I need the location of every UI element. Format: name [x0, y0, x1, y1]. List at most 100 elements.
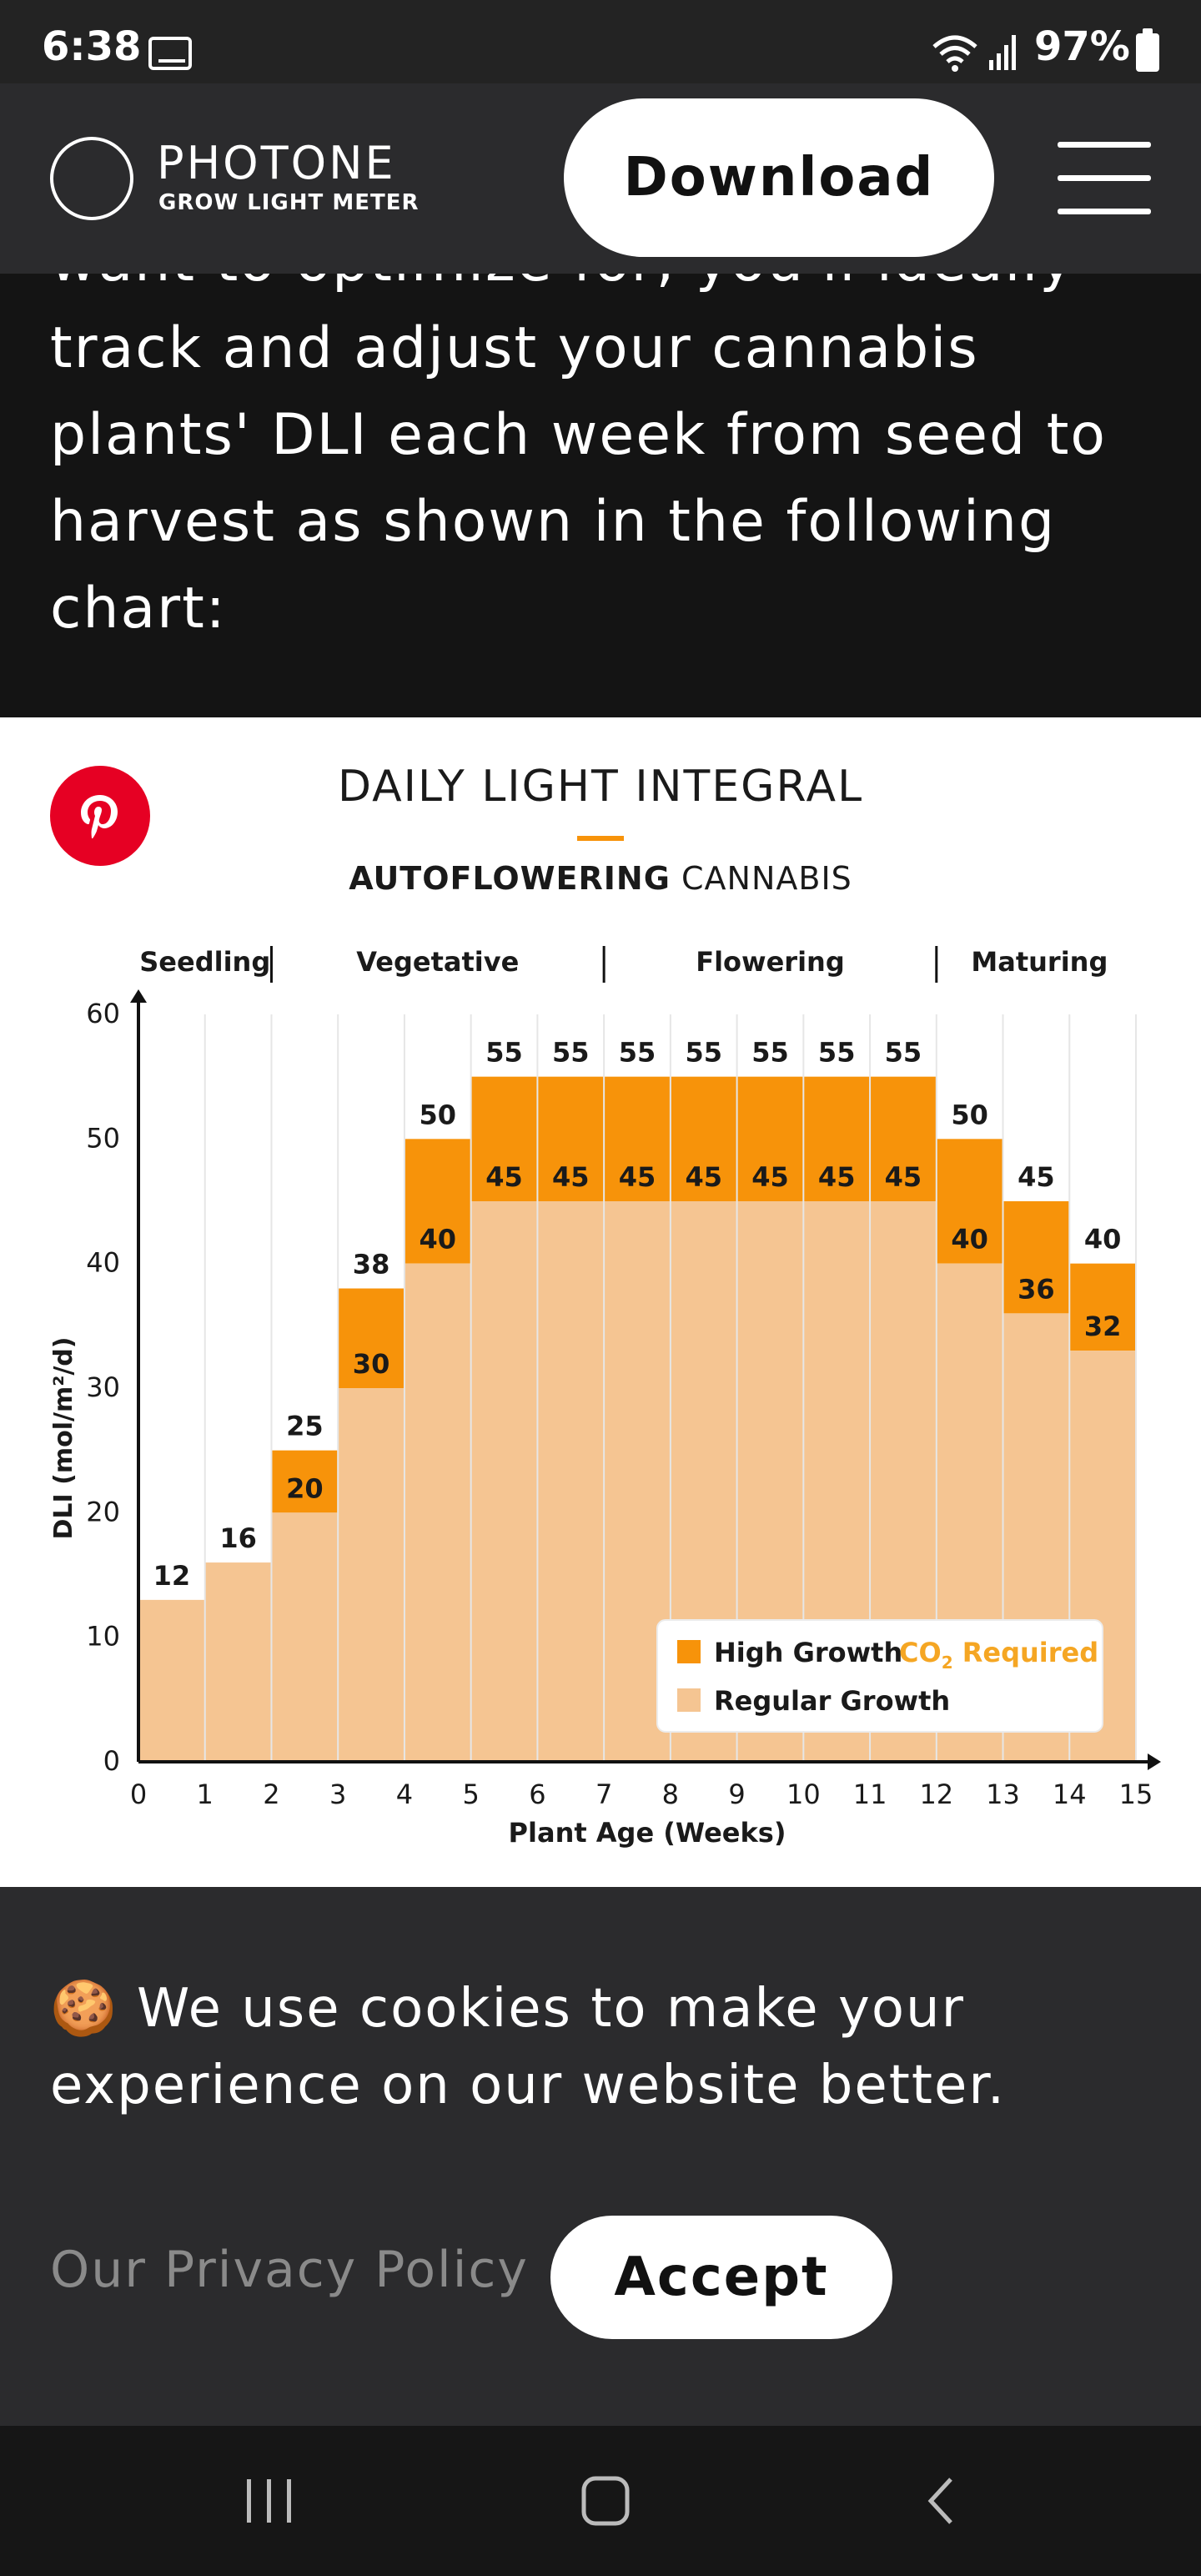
x-tick-label: 0: [130, 1779, 147, 1810]
bar-regular-growth: [204, 1562, 272, 1762]
bar-high-growth: [338, 1288, 405, 1388]
bar-regular-growth: [271, 1512, 339, 1762]
y-tick-label: 30: [86, 1371, 120, 1403]
logo-name[interactable]: PHOTONE: [157, 137, 396, 189]
top-value-label: 55: [885, 1037, 922, 1069]
regular-value-label: 45: [619, 1161, 656, 1193]
y-tick-label: 10: [86, 1621, 120, 1653]
x-tick-label: 7: [595, 1779, 612, 1810]
article-line: plants' DLI each week from seed to: [50, 402, 1108, 468]
accept-button[interactable]: Accept: [550, 2216, 892, 2339]
legend-co2-sub: 2: [942, 1653, 953, 1673]
legend-co2: CO2 Required: [899, 1637, 1098, 1673]
top-value-label: 55: [818, 1037, 856, 1069]
legend-swatch-high: [677, 1640, 701, 1663]
cookie-line-2: experience on our website better.: [50, 2055, 1007, 2116]
bar-high-growth: [870, 1076, 937, 1201]
y-tick-label: 20: [86, 1496, 120, 1527]
voicemail-icon: [148, 37, 192, 70]
stage-label: Seedling: [139, 946, 270, 978]
bar-high-growth: [736, 1076, 804, 1201]
y-tick-label: 60: [86, 998, 120, 1029]
logo-subtitle[interactable]: GROW LIGHT METER: [158, 190, 420, 215]
pinterest-icon[interactable]: [50, 766, 150, 866]
x-tick-label: 13: [986, 1779, 1020, 1810]
privacy-policy-link[interactable]: Our Privacy Policy: [50, 2241, 529, 2299]
regular-value-label: 40: [951, 1224, 988, 1255]
bar-high-growth: [470, 1076, 538, 1201]
regular-value-label: 45: [552, 1161, 590, 1193]
y-axis-title: DLI (mol/m²/d): [49, 1337, 78, 1540]
stage-label: Maturing: [971, 946, 1108, 978]
stage-label: Vegetative: [356, 946, 519, 978]
top-value-label: 38: [353, 1249, 390, 1280]
home-icon[interactable]: [579, 2476, 632, 2526]
site-header: PHOTONE GROW LIGHT METER Download: [0, 83, 1201, 274]
top-value-label: 12: [153, 1560, 191, 1592]
bar-high-growth: [404, 1139, 471, 1264]
top-value-label: 45: [1018, 1161, 1055, 1193]
bar-regular-growth: [537, 1201, 605, 1762]
dli-chart: DAILY LIGHT INTEGRAL AUTOFLOWERING CANNA…: [49, 762, 1161, 1849]
regular-value-label: 20: [286, 1472, 324, 1504]
article-line: harvest as shown in the following: [50, 489, 1057, 555]
bar-high-growth: [936, 1139, 1003, 1264]
chart-subtitle-bold: AUTOFLOWERING: [349, 860, 671, 897]
top-value-label: 16: [219, 1522, 257, 1554]
regular-value-label: 30: [353, 1348, 390, 1380]
regular-value-label: 45: [818, 1161, 856, 1193]
regular-value-label: 45: [885, 1161, 922, 1193]
top-value-label: 55: [751, 1037, 789, 1069]
regular-value-label: 45: [751, 1161, 789, 1193]
top-value-label: 25: [286, 1411, 324, 1442]
top-value-label: 50: [420, 1099, 457, 1130]
chart-legend: High Growth CO2 Required Regular Growth: [656, 1619, 1103, 1733]
top-value-label: 55: [619, 1037, 656, 1069]
x-tick-label: 14: [1053, 1779, 1087, 1810]
top-value-label: 55: [485, 1037, 523, 1069]
x-tick-label: 2: [263, 1779, 279, 1810]
bar-regular-growth: [138, 1599, 205, 1762]
x-tick-label: 9: [728, 1779, 745, 1810]
x-axis-title: Plant Age (Weeks): [509, 1817, 786, 1849]
x-tick-label: 12: [919, 1779, 953, 1810]
recent-apps-icon[interactable]: [244, 2476, 297, 2526]
bar-high-growth: [670, 1076, 737, 1201]
chart-title: DAILY LIGHT INTEGRAL: [338, 762, 863, 812]
y-tick-label: 50: [86, 1122, 120, 1154]
battery-percent: 97%: [1034, 23, 1130, 70]
x-tick-label: 8: [662, 1779, 679, 1810]
chart-panel: DAILY LIGHT INTEGRAL AUTOFLOWERING CANNA…: [0, 717, 1201, 1887]
regular-value-label: 45: [685, 1161, 722, 1193]
menu-icon[interactable]: [1058, 142, 1151, 215]
status-time: 6:38: [42, 23, 142, 70]
signal-icon: [989, 35, 1016, 70]
x-tick-label: 6: [529, 1779, 545, 1810]
legend-box: [656, 1619, 1103, 1733]
wifi-icon: [932, 35, 977, 72]
legend-label-high: High Growth: [714, 1637, 902, 1668]
bar-high-growth: [271, 1450, 339, 1513]
article-line: want to optimize for, you'll ideally: [50, 274, 1168, 305]
x-tick-label: 3: [329, 1779, 346, 1810]
battery-icon: [1136, 28, 1159, 72]
chart-subtitle: AUTOFLOWERING CANNABIS: [349, 860, 852, 897]
bar-regular-growth: [338, 1388, 405, 1762]
stage-label: Flowering: [696, 946, 845, 978]
download-button[interactable]: Download: [564, 98, 994, 257]
x-tick-label: 10: [786, 1779, 821, 1810]
top-value-label: 50: [951, 1099, 988, 1130]
bar-high-growth: [803, 1076, 871, 1201]
legend-co2-text: CO: [899, 1637, 942, 1668]
cookie-icon: 🍪: [50, 1978, 118, 2040]
cookie-banner: 🍪 We use cookies to make your experience…: [0, 1887, 1201, 2426]
regular-value-label: 45: [485, 1161, 523, 1193]
top-value-label: 55: [685, 1037, 722, 1069]
article-line: chart:: [50, 576, 227, 641]
legend-co2-rest: Required: [953, 1637, 1099, 1668]
article-line: track and adjust your cannabis: [50, 315, 979, 381]
logo-circle-icon[interactable]: [50, 137, 133, 220]
bar-high-growth: [1069, 1263, 1136, 1351]
back-icon[interactable]: [921, 2476, 962, 2526]
top-value-label: 55: [552, 1037, 590, 1069]
